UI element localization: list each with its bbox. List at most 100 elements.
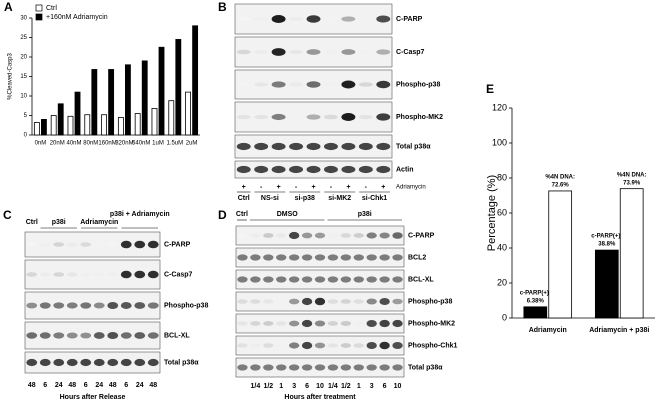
y-tick-label: 40 <box>497 242 507 252</box>
y-tick-label: 15 <box>20 74 27 80</box>
y-tick-label: 60 <box>497 207 507 217</box>
x-axis-label: Hours after Release <box>60 394 126 401</box>
blot-band <box>250 321 261 326</box>
row-label: Phospho-MK2 <box>408 320 455 327</box>
x-axis-label: Hours after treatment <box>284 394 356 401</box>
blot-band <box>306 114 321 120</box>
blot-band <box>353 276 364 283</box>
blot-band <box>327 254 339 261</box>
blot-band <box>250 276 261 283</box>
blot-band <box>358 114 373 120</box>
blot-band <box>314 342 326 349</box>
blot-band <box>288 254 300 261</box>
y-tick-label: 0 <box>502 312 507 322</box>
blot-band <box>353 321 364 326</box>
row-label: C-PARP <box>164 241 191 248</box>
blot-band <box>366 276 377 283</box>
blot-band <box>306 142 321 151</box>
blot-band <box>147 332 159 339</box>
blot-band <box>93 272 105 277</box>
blot-band <box>26 332 38 339</box>
blot-band <box>271 113 286 121</box>
blot-band <box>237 321 248 326</box>
y-tick-label: 25 <box>20 35 27 41</box>
blot-band <box>120 358 132 367</box>
y-tick-label: 30 <box>20 16 27 22</box>
lane-label: 48 <box>109 382 117 389</box>
blot-band <box>237 343 248 348</box>
blot-band <box>276 254 287 261</box>
blot-band <box>301 276 313 283</box>
row-label: Total p38α <box>408 364 443 371</box>
blot-band <box>314 364 326 371</box>
blot-band <box>341 165 356 174</box>
row-label: Phospho-p38 <box>164 302 208 309</box>
x-tick-label: Adriamycin <box>529 327 567 334</box>
blot-band <box>134 302 146 309</box>
blot-band <box>26 242 38 247</box>
blot-band <box>353 364 364 371</box>
bar <box>141 60 148 136</box>
blot-band <box>353 343 364 348</box>
blot-band <box>53 302 65 309</box>
blot-band <box>288 276 300 283</box>
lane-label: + <box>311 184 315 191</box>
blot-band <box>250 254 261 261</box>
blot-band <box>80 272 92 277</box>
blot-band <box>236 114 251 120</box>
y-tick-label: 10 <box>20 94 27 100</box>
blot-band <box>353 299 364 304</box>
blot-band <box>66 242 78 247</box>
blot-band <box>53 358 65 367</box>
bar <box>125 64 131 136</box>
lane-label: 48 <box>68 382 76 389</box>
blot-band <box>323 142 338 151</box>
treatment-label: Adriamycin <box>396 185 426 191</box>
blot-band <box>323 16 338 22</box>
blot-band <box>314 320 326 327</box>
blot-band <box>327 364 339 371</box>
lane-label: 24 <box>136 382 144 389</box>
x-tick-label: 2uM <box>186 141 198 147</box>
blot-band <box>340 276 352 283</box>
blot-band <box>340 321 352 326</box>
blot-band <box>379 319 390 328</box>
blot-band <box>301 232 313 239</box>
blot-band <box>147 358 159 367</box>
blot-band <box>341 16 356 22</box>
x-tick-label: 80nM <box>83 141 98 147</box>
blot-band <box>134 358 146 367</box>
lane-label: 48 <box>149 382 157 389</box>
blot-band <box>289 114 304 120</box>
blot-band <box>263 343 274 348</box>
y-tick-label: 0 <box>24 133 28 139</box>
bar <box>108 69 115 136</box>
bar <box>151 108 158 136</box>
lane-label: - <box>330 184 333 191</box>
value-label: 38.8% <box>598 242 616 248</box>
blot-band <box>254 114 269 120</box>
lane-label: 6 <box>43 382 47 389</box>
blot-band <box>289 142 304 151</box>
bar <box>548 190 573 319</box>
blot-band <box>376 49 391 55</box>
blot-band <box>379 297 390 306</box>
blot-band <box>263 276 274 283</box>
lane-label: - <box>260 184 263 191</box>
bar <box>41 119 47 136</box>
blot-band <box>341 142 356 151</box>
blot-band <box>379 341 390 350</box>
row-label: Total p38α <box>396 143 431 150</box>
blot-band <box>289 82 304 87</box>
blot-band <box>314 276 326 283</box>
y-axis-label: Percentage (%) <box>486 175 498 251</box>
x-tick-label: 640nM <box>132 141 150 147</box>
blot-band <box>271 48 286 56</box>
blot-band <box>250 343 261 348</box>
blot-band <box>120 240 132 249</box>
bar <box>175 39 182 136</box>
blot-band <box>301 364 313 371</box>
group-label: p38i <box>358 211 372 218</box>
blot-band <box>147 302 159 309</box>
blot-band <box>376 113 391 121</box>
